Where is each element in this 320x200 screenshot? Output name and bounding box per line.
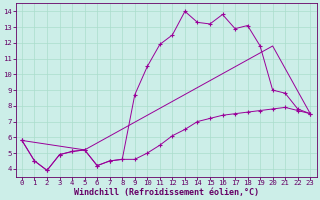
X-axis label: Windchill (Refroidissement éolien,°C): Windchill (Refroidissement éolien,°C) <box>74 188 259 197</box>
